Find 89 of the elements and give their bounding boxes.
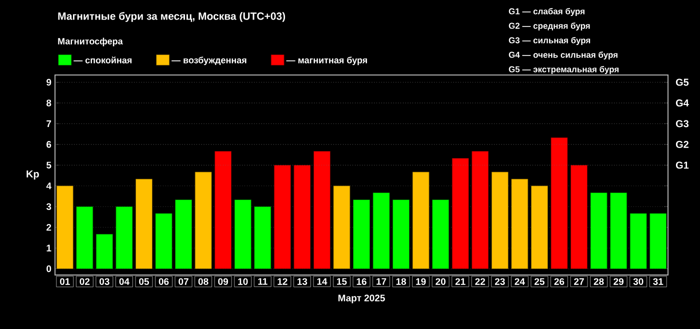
bar xyxy=(155,213,172,269)
bar xyxy=(372,192,390,269)
chart-title: Магнитные бури за месяц, Москва (UTC+03) xyxy=(58,12,286,22)
ref-line-label: G3 xyxy=(676,120,689,128)
y-tick-label: 4 xyxy=(46,182,52,190)
y-tick-label: 9 xyxy=(46,78,52,86)
bar xyxy=(96,234,113,269)
bar xyxy=(214,151,232,269)
ref-line-label: G5 xyxy=(676,78,689,86)
x-tick-label: 29 xyxy=(614,278,624,285)
bar xyxy=(353,200,370,269)
y-tick-label: 2 xyxy=(46,224,52,231)
x-tick-label: 28 xyxy=(594,278,604,285)
x-tick-label: 23 xyxy=(494,278,505,285)
bar xyxy=(590,192,608,269)
x-tick-label: 25 xyxy=(534,278,544,285)
x-tick-label: 01 xyxy=(60,278,70,285)
bar xyxy=(294,164,311,269)
text: G1 — слабая буря xyxy=(508,8,584,16)
bar xyxy=(314,151,330,269)
x-tick-label: 02 xyxy=(80,278,90,285)
bar xyxy=(136,178,152,269)
bar xyxy=(650,213,667,269)
text: G4 — очень сильная буря xyxy=(508,51,618,60)
x-tick-label: 19 xyxy=(416,278,426,285)
bar xyxy=(570,164,588,269)
bar xyxy=(412,172,430,269)
x-tick-label: 09 xyxy=(218,278,228,285)
ref-line-label: G2 xyxy=(676,140,688,148)
x-tick-label: 27 xyxy=(574,278,584,285)
text: G5 — экстремальная буря xyxy=(508,66,619,74)
y-tick-label: 7 xyxy=(46,120,52,127)
text: G3 — сильная буря xyxy=(508,36,590,45)
y-tick-label: 6 xyxy=(46,141,52,148)
x-axis-title: Март 2025 xyxy=(338,294,385,304)
x-tick-label: 13 xyxy=(297,278,308,285)
bar xyxy=(531,186,548,269)
bar xyxy=(550,137,568,269)
bar xyxy=(472,151,489,269)
x-tick-label: 21 xyxy=(455,278,466,285)
bar xyxy=(432,200,450,269)
bar xyxy=(610,192,628,269)
x-tick-label: 24 xyxy=(514,278,525,285)
bar xyxy=(234,200,252,269)
bar xyxy=(254,206,272,269)
x-tick-label: 30 xyxy=(633,278,644,285)
y-tick-label: 8 xyxy=(46,100,52,106)
bar xyxy=(175,200,192,269)
bar xyxy=(491,172,508,269)
y-tick-label: 0 xyxy=(46,265,52,272)
x-tick-label: 12 xyxy=(278,278,288,285)
x-tick-label: 10 xyxy=(238,278,248,285)
y-axis-title: Kp xyxy=(26,170,39,180)
x-tick-label: 17 xyxy=(376,278,386,285)
legend-label: — возбужденная xyxy=(172,56,246,66)
bar xyxy=(630,213,647,269)
x-tick-label: 20 xyxy=(436,278,446,285)
bar xyxy=(333,186,350,269)
bar xyxy=(194,172,212,269)
ref-line-label: G1 xyxy=(676,162,689,169)
x-tick-label: 14 xyxy=(317,278,328,285)
x-tick-label: 11 xyxy=(258,278,268,285)
y-tick-label: 3 xyxy=(46,203,52,210)
x-tick-label: 31 xyxy=(653,278,664,285)
x-tick-label: 26 xyxy=(554,278,564,285)
bar xyxy=(76,206,94,269)
bar xyxy=(392,200,410,269)
legend-title: Магнитосфера xyxy=(58,38,123,46)
x-tick-label: 06 xyxy=(158,278,169,285)
y-tick-label: 5 xyxy=(46,162,52,168)
legend-label: — магнитная буря xyxy=(286,56,367,66)
ref-line-label: G4 xyxy=(676,99,689,107)
bar xyxy=(274,164,291,269)
bar xyxy=(511,178,528,269)
x-tick-label: 08 xyxy=(198,278,208,285)
x-tick-label: 18 xyxy=(396,278,406,285)
x-tick-label: 03 xyxy=(100,278,110,285)
legend-label: — спокойная xyxy=(74,56,132,64)
x-tick-label: 05 xyxy=(139,278,150,285)
bar xyxy=(452,158,469,269)
x-tick-label: 22 xyxy=(475,278,486,285)
x-tick-label: 15 xyxy=(337,278,347,285)
x-tick-label: 16 xyxy=(356,278,366,285)
text: G2 — средняя буря xyxy=(508,22,590,30)
y-tick-label: 1 xyxy=(46,244,52,252)
bar xyxy=(116,206,133,269)
x-tick-label: 04 xyxy=(119,278,130,285)
bar xyxy=(56,186,74,269)
x-tick-label: 07 xyxy=(178,278,188,285)
